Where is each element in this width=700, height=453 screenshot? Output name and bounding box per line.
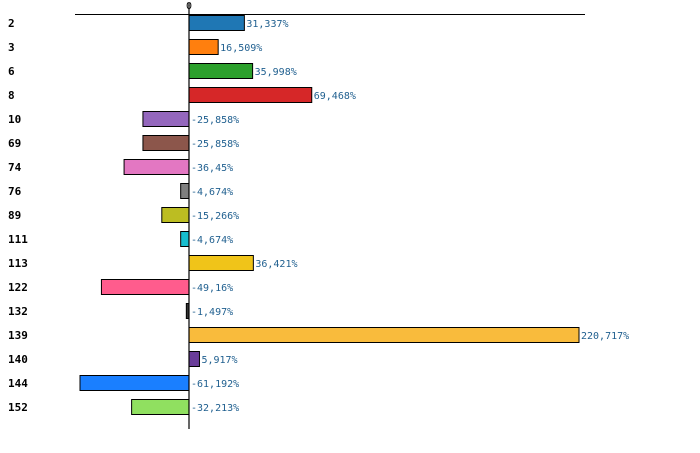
category-label: 140	[8, 353, 28, 366]
bar	[188, 39, 219, 55]
bar	[142, 135, 190, 151]
category-label: 144	[8, 377, 28, 390]
value-label: 35,998%	[255, 67, 297, 78]
value-label: -49,16%	[191, 283, 233, 294]
value-label: -61,192%	[191, 379, 239, 390]
category-label: 69	[8, 137, 21, 150]
value-label: 31,337%	[246, 19, 288, 30]
bar	[180, 183, 190, 199]
value-label: 220,717%	[581, 331, 629, 342]
value-label: -4,674%	[191, 235, 233, 246]
category-label: 132	[8, 305, 28, 318]
value-label: -36,45%	[191, 163, 233, 174]
category-label: 10	[8, 113, 21, 126]
bar	[79, 375, 190, 391]
category-label: 8	[8, 89, 15, 102]
category-label: 122	[8, 281, 28, 294]
category-label: 111	[8, 233, 28, 246]
category-label: 6	[8, 65, 15, 78]
value-label: 16,509%	[220, 43, 262, 54]
category-label: 74	[8, 161, 22, 174]
category-label: 113	[8, 257, 28, 270]
value-label: -1,497%	[191, 307, 233, 318]
category-label: 2	[8, 17, 15, 30]
value-label: -4,674%	[191, 187, 233, 198]
category-label: 139	[8, 329, 28, 342]
category-label: 152	[8, 401, 28, 414]
category-label: 3	[8, 41, 15, 54]
value-label: -32,213%	[191, 403, 239, 414]
bar	[188, 15, 245, 31]
category-label: 89	[8, 209, 21, 222]
value-label: -25,858%	[191, 139, 239, 150]
bar	[142, 111, 190, 127]
bar	[131, 399, 190, 415]
value-label: -25,858%	[191, 115, 239, 126]
bar	[180, 231, 190, 247]
value-label: 69,468%	[314, 91, 356, 102]
value-label: 5,917%	[201, 355, 237, 366]
bar	[123, 159, 190, 175]
bar	[188, 255, 254, 271]
bar	[161, 207, 190, 223]
bar	[188, 63, 254, 79]
value-label: 36,421%	[255, 259, 297, 270]
bar	[100, 279, 190, 295]
value-label: -15,266%	[191, 211, 239, 222]
bar	[188, 87, 313, 103]
bar	[188, 351, 200, 367]
bar	[188, 327, 580, 343]
category-label: 76	[8, 185, 22, 198]
